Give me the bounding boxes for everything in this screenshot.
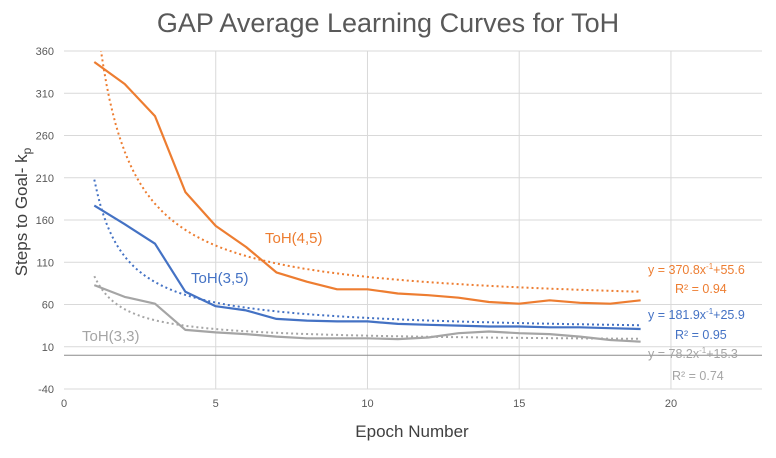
trend-equation-toh45-main: y = 370.8x xyxy=(648,263,707,277)
y-tick-label: 110 xyxy=(36,257,54,269)
series-lines xyxy=(93,61,641,343)
y-tick-label: 360 xyxy=(36,46,54,58)
trend-equation-toh35: y = 181.9x-1+25.9 xyxy=(648,307,745,322)
x-tick-label: 5 xyxy=(213,398,219,410)
y-tick-label: 160 xyxy=(36,215,54,227)
trendline-toh45 xyxy=(99,51,641,293)
trendline-toh35 xyxy=(93,179,641,327)
trend-equation-toh35-rest: +25.9 xyxy=(713,308,745,322)
y-axis-title-subscript: p xyxy=(20,147,34,154)
trend-equation-toh45: y = 370.8x-1+55.6 xyxy=(648,262,745,277)
trend-equation-toh33-exp: -1 xyxy=(699,346,707,355)
y-tick-label: 210 xyxy=(36,173,54,185)
trend-equation-toh45-rest: +55.6 xyxy=(713,263,745,277)
series-label-toh35: ToH(3,5) xyxy=(191,270,249,287)
y-tick-label: 310 xyxy=(36,88,54,100)
series-label-toh33: ToH(3,3) xyxy=(82,328,140,345)
trend-equation-toh45-exp: -1 xyxy=(706,262,714,271)
trend-r2-toh33: R² = 0.74 xyxy=(672,369,724,383)
y-axis-title: Steps to Goal- kp xyxy=(12,147,34,276)
y-axis-ticks: -40 10 60 110 160 210 260 310 360 xyxy=(36,46,54,396)
x-tick-label: 0 xyxy=(61,398,67,410)
y-tick-label: 260 xyxy=(36,131,54,143)
y-tick-label: 60 xyxy=(42,300,54,312)
trendline-toh33 xyxy=(93,275,641,340)
trend-equation-toh33-main: y = 78.2x xyxy=(648,347,700,361)
trend-equation-toh35-exp: -1 xyxy=(706,307,714,316)
y-tick-label: 10 xyxy=(42,342,54,354)
series-label-toh45: ToH(4,5) xyxy=(265,230,323,247)
x-tick-label: 15 xyxy=(513,398,525,410)
trend-equation-toh33-rest: +15.3 xyxy=(706,347,738,361)
trend-equation-toh33: y = 78.2x-1+15.3 xyxy=(648,346,738,361)
y-tick-label: -40 xyxy=(38,384,54,396)
trend-equation-toh35-main: y = 181.9x xyxy=(648,308,707,322)
x-axis-title: Epoch Number xyxy=(355,422,469,441)
x-tick-label: 20 xyxy=(665,398,677,410)
x-tick-label: 10 xyxy=(361,398,373,410)
trend-r2-toh45: R² = 0.94 xyxy=(675,282,727,296)
trendlines xyxy=(93,51,641,340)
y-axis-title-main: Steps to Goal- k xyxy=(12,154,31,276)
x-axis-ticks: 0 5 10 15 20 xyxy=(61,398,677,410)
chart-title: GAP Average Learning Curves for ToH xyxy=(157,8,619,38)
trend-r2-toh35: R² = 0.95 xyxy=(675,328,727,342)
